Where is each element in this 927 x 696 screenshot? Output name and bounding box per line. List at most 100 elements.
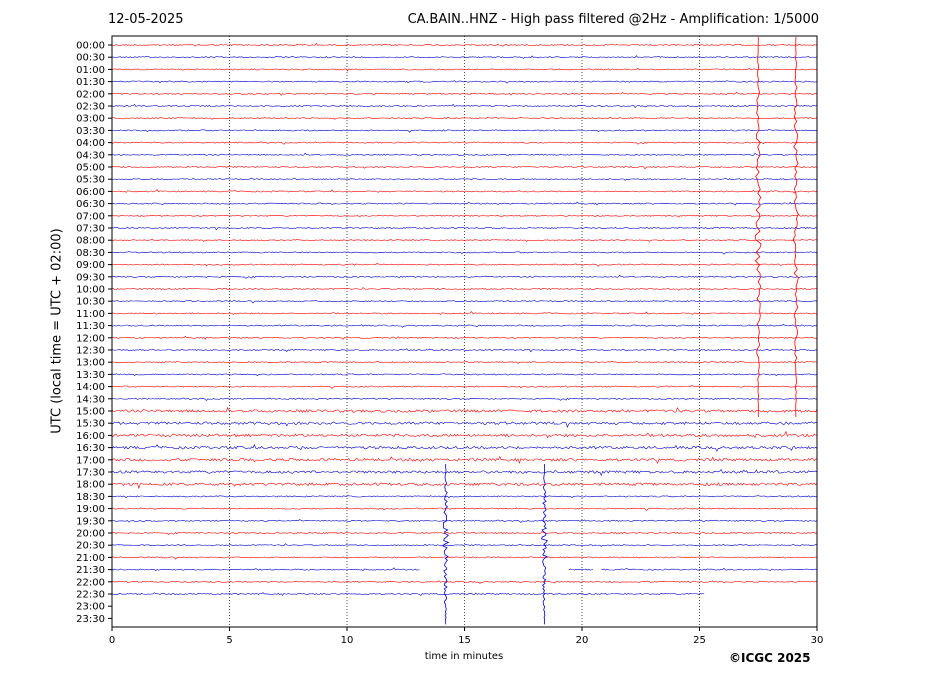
y-tick-label: 22:30 [76, 590, 105, 601]
y-tick-label: 04:00 [76, 138, 105, 149]
y-tick-label: 17:00 [76, 455, 105, 466]
trace-row-01:00 [111, 67, 818, 72]
trace-row-13:30 [111, 373, 818, 377]
trace-layer [111, 42, 818, 596]
x-tick-label-25: 25 [693, 635, 706, 646]
trace-row-10:30 [111, 300, 818, 304]
y-tick-label: 18:00 [76, 480, 105, 491]
y-tick-label: 07:30 [76, 224, 105, 235]
x-tick-label-20: 20 [576, 635, 589, 646]
trace-row-00:30 [111, 55, 818, 59]
chart-title: CA.BAIN..HNZ - High pass filtered @2Hz -… [407, 12, 819, 27]
y-tick-label: 18:30 [76, 492, 105, 503]
trace-row-15:30 [111, 421, 818, 428]
trace-row-09:30 [111, 274, 818, 279]
event-spike-3 [540, 463, 548, 625]
trace-row-15:00 [111, 406, 818, 413]
trace-row-14:30 [111, 397, 818, 401]
event-spike-1 [792, 36, 799, 418]
trace-row-04:00 [111, 141, 818, 145]
y-tick-label: 04:30 [76, 150, 105, 161]
trace-row-19:30 [111, 519, 818, 523]
event-layer [442, 36, 799, 625]
y-tick-label: 01:30 [76, 77, 105, 88]
y-tick-label: 06:00 [76, 187, 105, 198]
trace-row-13:00 [111, 361, 817, 364]
y-tick-label: 19:30 [76, 516, 105, 527]
copyright-label: ©ICGC 2025 [729, 651, 811, 665]
y-tick-label: 11:00 [76, 309, 105, 320]
trace-row-03:00 [111, 116, 818, 120]
trace-row-00:00 [111, 42, 818, 47]
trace-row-05:30 [111, 177, 818, 181]
y-tick-label: 16:00 [76, 431, 105, 442]
y-tick-label: 14:30 [76, 394, 105, 405]
trace-row-20:00 [111, 530, 818, 536]
trace-row-08:00 [111, 239, 818, 242]
trace-row-14:00 [112, 385, 818, 389]
x-tick-label-15: 15 [458, 635, 471, 646]
y-tick-label: 19:00 [76, 504, 105, 515]
trace-row-16:30 [111, 443, 818, 452]
y-tick-label: 21:00 [76, 553, 105, 564]
x-axis-label: time in minutes [424, 651, 504, 662]
y-tick-label: 12:00 [76, 333, 105, 344]
trace-row-02:30 [111, 103, 818, 108]
y-tick-label: 16:30 [76, 443, 105, 454]
trace-row-21:00 [111, 556, 818, 560]
trace-row-12:30 [111, 348, 818, 353]
y-tick-label: 23:00 [76, 602, 105, 613]
x-tick-label-30: 30 [811, 635, 824, 646]
y-tick-label: 14:00 [76, 382, 105, 393]
trace-row-18:30 [111, 495, 818, 499]
trace-row-01:30 [111, 80, 818, 84]
y-tick-label: 02:00 [76, 89, 105, 100]
trace-row-03:30 [111, 128, 818, 133]
y-tick-label: 02:30 [76, 102, 105, 113]
y-tick-label: 01:00 [76, 65, 105, 76]
y-tick-label: 00:00 [76, 41, 105, 52]
date-label: 12-05-2025 [108, 12, 184, 27]
trace-row-07:00 [111, 214, 818, 218]
trace-row-20:30 [111, 543, 818, 547]
y-tick-label: 15:00 [76, 407, 105, 418]
x-tick-layer: 0 5 10 15 20 25 30 [109, 627, 824, 646]
plot-frame [111, 35, 818, 628]
x-tick-label-5: 5 [226, 635, 232, 646]
y-tick-label: 13:30 [76, 370, 105, 381]
y-tick-label: 21:30 [76, 565, 105, 576]
trace-row-17:00 [111, 455, 818, 464]
event-spike-0 [754, 37, 762, 417]
trace-row-17:30 [111, 468, 818, 477]
trace-row-06:00 [111, 189, 818, 194]
y-tick-label: 00:30 [76, 53, 105, 64]
trace-row-08:30 [111, 251, 818, 255]
trace-row-16:00 [111, 430, 818, 439]
grid-layer [229, 36, 700, 627]
trace-row-12:00 [112, 335, 818, 340]
trace-row-10:00 [111, 287, 818, 291]
trace-row-06:30 [111, 201, 818, 206]
y-tick-label: 09:30 [76, 272, 105, 283]
y-tick-label: 05:00 [76, 163, 105, 174]
trace-row-11:30 [111, 323, 818, 328]
trace-row-21:30 [111, 567, 818, 572]
trace-row-05:00 [111, 165, 818, 170]
y-tick-label: 12:30 [76, 346, 105, 357]
y-tick-label: 06:30 [76, 199, 105, 210]
y-tick-label: 09:00 [76, 260, 105, 271]
trace-row-04:30 [111, 152, 818, 156]
y-tick-label: 23:30 [76, 614, 105, 625]
trace-row-22:30 [111, 592, 705, 596]
trace-row-02:00 [111, 91, 818, 96]
trace-row-09:00 [111, 263, 818, 267]
y-tick-label: 08:00 [76, 236, 105, 247]
y-tick-label: 13:00 [76, 358, 105, 369]
y-tick-label: 03:00 [76, 114, 105, 125]
trace-row-19:00 [111, 507, 818, 511]
y-tick-label: 08:30 [76, 248, 105, 259]
trace-row-07:30 [111, 226, 818, 231]
y-tick-label: 22:00 [76, 577, 105, 588]
x-tick-label-10: 10 [341, 635, 354, 646]
